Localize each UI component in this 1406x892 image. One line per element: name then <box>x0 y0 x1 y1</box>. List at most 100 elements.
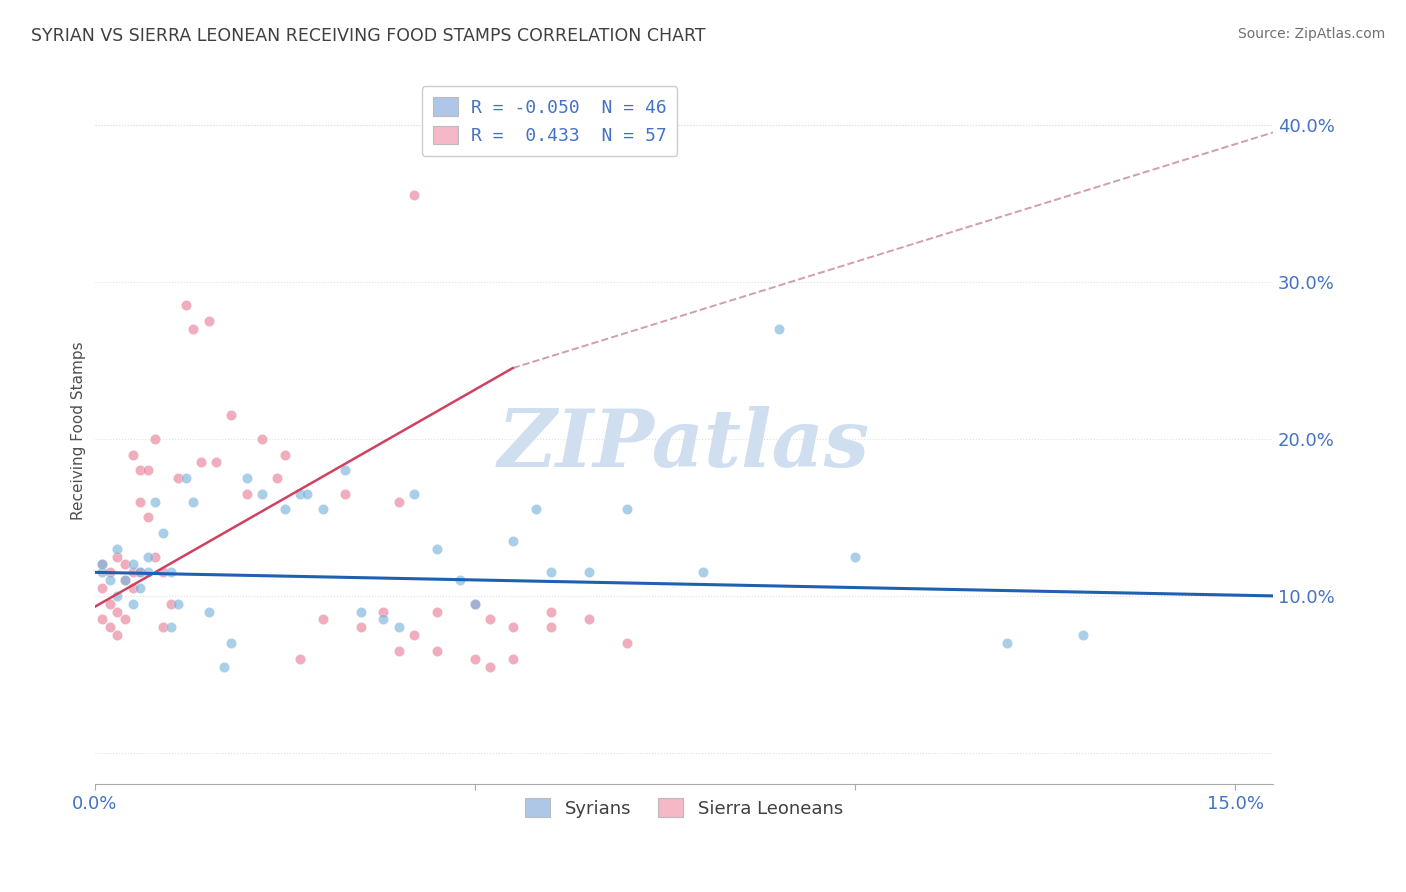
Point <box>105 589 128 603</box>
Point <box>105 541 128 556</box>
Point <box>335 463 357 477</box>
Point <box>464 597 486 611</box>
Y-axis label: Receiving Food Stamps: Receiving Food Stamps <box>72 342 86 520</box>
Point <box>402 487 425 501</box>
Point <box>297 487 319 501</box>
Point <box>388 620 411 634</box>
Point <box>159 566 181 580</box>
Point <box>136 566 159 580</box>
Point <box>578 566 600 580</box>
Point <box>136 549 159 564</box>
Point <box>105 549 128 564</box>
Point <box>174 298 197 312</box>
Point <box>197 314 219 328</box>
Point <box>311 612 333 626</box>
Point <box>616 636 638 650</box>
Point <box>1071 628 1094 642</box>
Point <box>136 510 159 524</box>
Point <box>768 322 790 336</box>
Point <box>91 558 114 572</box>
Point <box>121 558 143 572</box>
Point <box>288 487 311 501</box>
Point <box>311 502 333 516</box>
Point <box>540 620 562 634</box>
Point <box>350 605 373 619</box>
Point <box>129 566 152 580</box>
Text: SYRIAN VS SIERRA LEONEAN RECEIVING FOOD STAMPS CORRELATION CHART: SYRIAN VS SIERRA LEONEAN RECEIVING FOOD … <box>31 27 706 45</box>
Point <box>426 605 449 619</box>
Point <box>98 573 121 587</box>
Point <box>114 573 136 587</box>
Point <box>98 566 121 580</box>
Point <box>844 549 866 564</box>
Point <box>91 612 114 626</box>
Point <box>388 644 411 658</box>
Point <box>235 487 257 501</box>
Point <box>373 605 395 619</box>
Point <box>335 487 357 501</box>
Point <box>167 597 190 611</box>
Point <box>478 612 501 626</box>
Point <box>197 605 219 619</box>
Point <box>692 566 714 580</box>
Point <box>616 502 638 516</box>
Point <box>129 581 152 595</box>
Point <box>121 448 143 462</box>
Point <box>174 471 197 485</box>
Point <box>98 620 121 634</box>
Point <box>524 502 547 516</box>
Point <box>136 463 159 477</box>
Point <box>464 597 486 611</box>
Point <box>129 463 152 477</box>
Point <box>426 541 449 556</box>
Point <box>205 455 228 469</box>
Text: Source: ZipAtlas.com: Source: ZipAtlas.com <box>1237 27 1385 41</box>
Point <box>91 558 114 572</box>
Point <box>221 408 243 422</box>
Point <box>121 597 143 611</box>
Point <box>266 471 288 485</box>
Point <box>288 652 311 666</box>
Point <box>121 566 143 580</box>
Point <box>183 322 205 336</box>
Point <box>502 652 524 666</box>
Point <box>426 644 449 658</box>
Point <box>121 581 143 595</box>
Point <box>235 471 257 485</box>
Point <box>449 573 471 587</box>
Point <box>129 494 152 508</box>
Point <box>183 494 205 508</box>
Point <box>273 448 295 462</box>
Point <box>159 620 181 634</box>
Point <box>995 636 1018 650</box>
Point <box>540 605 562 619</box>
Point <box>152 620 174 634</box>
Point <box>129 566 152 580</box>
Point <box>152 526 174 541</box>
Point <box>221 636 243 650</box>
Point <box>502 620 524 634</box>
Point <box>114 573 136 587</box>
Point <box>145 549 167 564</box>
Point <box>91 581 114 595</box>
Point <box>402 188 425 202</box>
Point <box>190 455 212 469</box>
Text: ZIPatlas: ZIPatlas <box>498 407 870 483</box>
Point <box>152 566 174 580</box>
Point <box>212 659 235 673</box>
Point <box>273 502 295 516</box>
Point <box>250 487 273 501</box>
Point <box>373 612 395 626</box>
Point <box>167 471 190 485</box>
Point <box>478 659 501 673</box>
Point <box>350 620 373 634</box>
Point <box>145 432 167 446</box>
Point <box>159 597 181 611</box>
Point <box>114 612 136 626</box>
Point <box>388 494 411 508</box>
Point <box>502 533 524 548</box>
Point <box>91 566 114 580</box>
Point <box>98 597 121 611</box>
Point <box>578 612 600 626</box>
Point <box>464 652 486 666</box>
